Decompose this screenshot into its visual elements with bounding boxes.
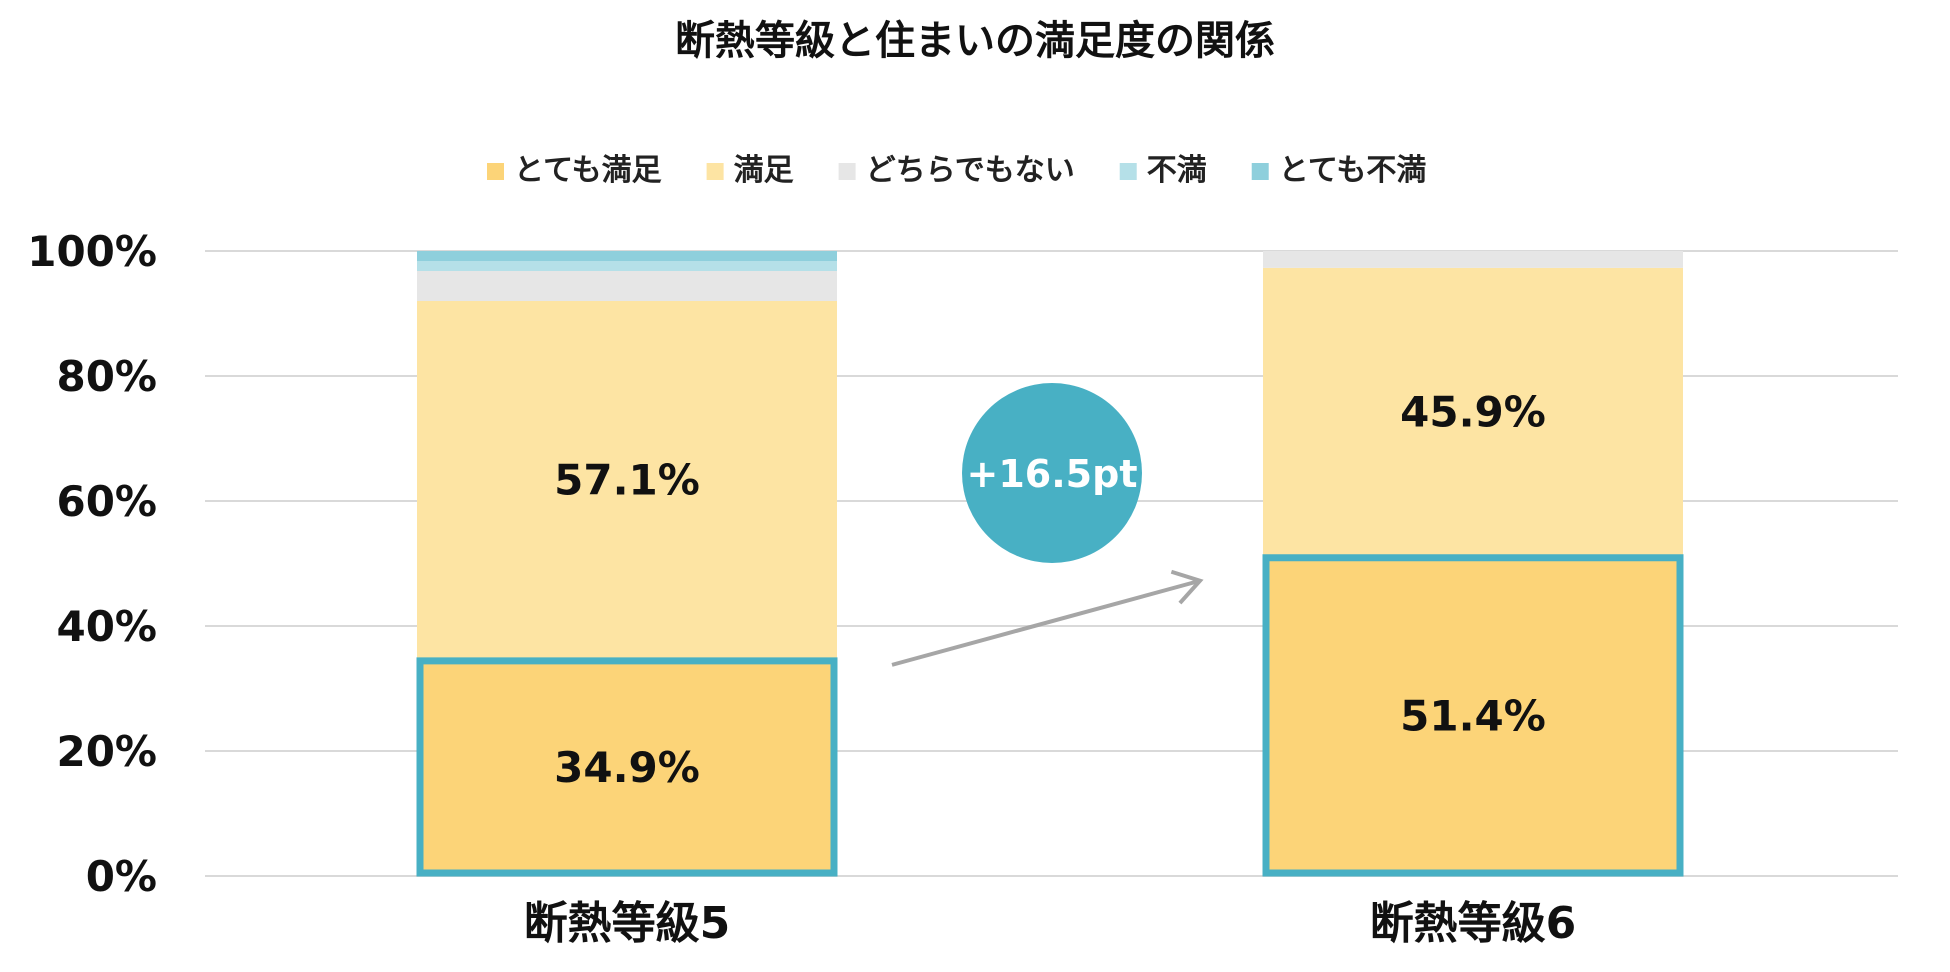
y-tick-label: 0%	[86, 852, 157, 901]
bar-segment	[417, 657, 837, 876]
legend-label: とても不満	[1279, 153, 1427, 188]
highlight-box	[1262, 554, 1684, 877]
arrow-head	[1170, 569, 1204, 605]
highlight-box	[416, 657, 838, 877]
x-category-label: 断熱等級5	[524, 898, 731, 949]
bar-segment	[1263, 554, 1683, 876]
y-tick-label: 60%	[56, 477, 157, 526]
legend-swatch	[706, 163, 724, 180]
legend-label: 満足	[734, 153, 794, 188]
legend-swatch	[1251, 163, 1269, 180]
x-category-label: 断熱等級6	[1370, 898, 1577, 949]
arrow-line	[891, 578, 1201, 667]
bar-segment	[417, 261, 837, 271]
badge-text: +16.5pt	[967, 452, 1138, 496]
data-label: 45.9%	[1400, 387, 1546, 436]
legend: とても満足 満足 どちらでもない 不満 とても不満	[487, 153, 1426, 188]
legend-swatch	[1119, 163, 1137, 180]
bar-segment	[1263, 251, 1683, 268]
legend-label: 不満	[1147, 153, 1207, 188]
bar-segment	[417, 271, 837, 301]
bar-segment	[1263, 267, 1683, 555]
y-tick-label: 40%	[56, 602, 157, 651]
legend-label: とても満足	[514, 153, 662, 188]
chart-title: 断熱等級と住まいの満足度の関係	[675, 18, 1275, 64]
data-label: 34.9%	[554, 743, 700, 792]
highlight-boxes	[416, 554, 1684, 877]
x-axis: 断熱等級5 断熱等級6	[524, 898, 1577, 949]
data-label: 57.1%	[554, 455, 700, 504]
bar-segment	[417, 301, 837, 658]
bars	[417, 251, 1683, 876]
y-tick-label: 100%	[27, 227, 157, 276]
legend-swatch	[838, 163, 856, 180]
legend-swatch	[487, 163, 504, 180]
bar-segment	[417, 251, 837, 261]
y-axis: 0% 20% 40% 60% 80% 100%	[27, 227, 157, 901]
badge-circle	[962, 383, 1142, 563]
annotation: +16.5pt	[891, 383, 1204, 667]
legend-label: どちらでもない	[866, 153, 1075, 188]
y-tick-label: 80%	[56, 352, 157, 401]
data-label: 51.4%	[1400, 691, 1546, 740]
data-labels: 34.9% 57.1% 51.4% 45.9%	[554, 387, 1546, 792]
y-tick-label: 20%	[56, 727, 157, 776]
